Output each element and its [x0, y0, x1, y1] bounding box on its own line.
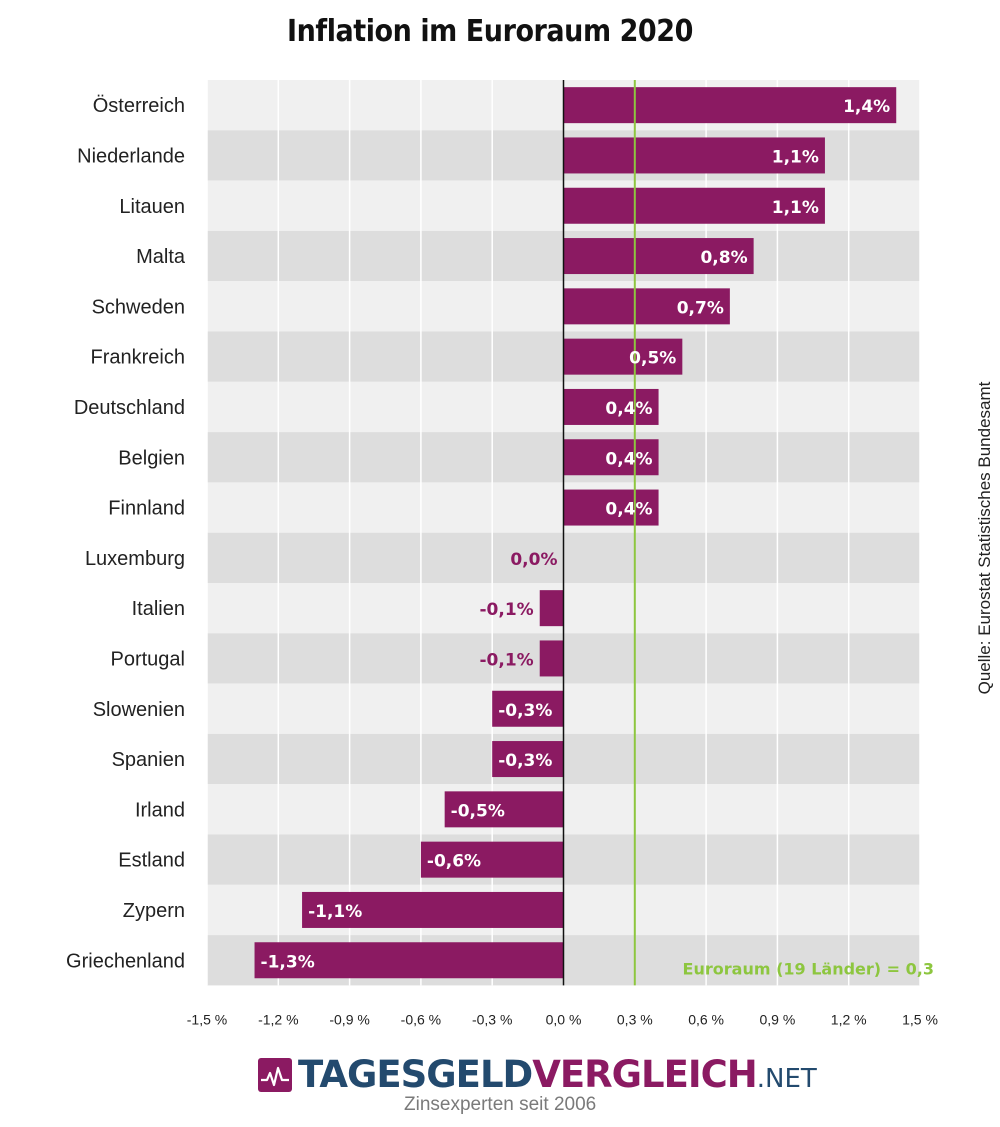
value-label: 0,0% [510, 550, 557, 570]
value-label: 0,4% [605, 500, 652, 520]
value-label: 1,4% [843, 97, 890, 117]
chart-pulse-icon [258, 1058, 292, 1092]
x-tick-label: -1,5 % [187, 1011, 227, 1027]
x-tick-label: -0,3 % [472, 1011, 512, 1027]
x-axis-ticks: -1,5 % -1,2 % -0,9 % -0,6 % -0,3 % 0,0 % 0,3 %… [187, 1011, 938, 1027]
category-label: Schweden [92, 296, 185, 318]
x-tick-label: -0,6 % [401, 1011, 441, 1027]
category-label: Luxemburg [85, 548, 185, 570]
logo-tagline: Zinsexperten seit 2006 [404, 1094, 597, 1115]
x-tick-label: 0,0 % [546, 1011, 582, 1027]
x-tick-label: 0,9 % [759, 1011, 795, 1027]
bar [539, 590, 564, 627]
category-label: Irland [135, 799, 185, 821]
bars [254, 87, 897, 979]
category-label: Österreich [93, 95, 185, 117]
logo-tld: .NET [756, 1064, 817, 1094]
source-note: Quelle: Eurostat Statistisches Bundesamt [975, 381, 994, 695]
value-label: 1,1% [772, 198, 819, 218]
category-label: Portugal [111, 648, 186, 670]
bar [563, 238, 754, 275]
bar [563, 338, 683, 375]
bar [563, 87, 897, 124]
category-labels: Österreich Niederlande Litauen Malta Schwede… [66, 95, 186, 972]
value-label: 0,8% [700, 248, 747, 268]
bar-chart: Euroraum (19 Länder) = 0,3 1,4% 1,1% 1,1% 0… [66, 80, 938, 1027]
value-label: 1,1% [772, 147, 819, 167]
category-label: Slowenien [93, 699, 185, 721]
logo-part-1: TAGESGELD [298, 1053, 533, 1096]
bar [492, 741, 564, 778]
category-label: Deutschland [74, 397, 185, 419]
bar [444, 791, 564, 828]
grid-lines [206, 80, 921, 986]
bar [539, 640, 564, 677]
reference-line-group: Euroraum (19 Länder) = 0,3 [633, 80, 934, 986]
value-labels: 1,4% 1,1% 1,1% 0,8% 0,7% 0,5% 0,4% 0,4% 0,4% 0,0%… [261, 97, 891, 972]
value-label: -0,1% [480, 650, 534, 670]
bar [563, 388, 659, 425]
category-label: Spanien [112, 749, 185, 771]
bar [420, 841, 564, 878]
value-label: -0,3% [498, 701, 552, 721]
category-label: Griechenland [66, 950, 185, 972]
value-label: 0,4% [605, 449, 652, 469]
x-tick-label: 0,6 % [688, 1011, 724, 1027]
x-tick-label: 1,5 % [902, 1011, 938, 1027]
bar [563, 187, 825, 224]
category-label: Italien [132, 598, 185, 620]
bar [563, 288, 730, 325]
value-label: 0,5% [629, 349, 676, 369]
reference-line-label: Euroraum (19 Länder) = 0,3 [683, 959, 934, 978]
chart-title: Inflation im Euroraum 2020 [287, 14, 693, 49]
logo-part-2: VERGLEICH [532, 1053, 758, 1096]
category-label: Finnland [108, 498, 185, 520]
x-tick-label: 1,2 % [831, 1011, 867, 1027]
brand-logo[interactable]: TAGESGELDVERGLEICH.NET Zinsexperten seit… [258, 1050, 817, 1120]
category-label: Frankreich [91, 347, 185, 369]
bar [492, 690, 564, 727]
category-label: Litauen [119, 196, 185, 218]
bar [563, 137, 825, 174]
logo-wordmark: TAGESGELDVERGLEICH.NET [298, 1050, 817, 1104]
category-label: Zypern [123, 900, 185, 922]
category-label: Belgien [118, 447, 185, 469]
value-label: -0,6% [427, 852, 481, 872]
category-label: Estland [118, 850, 185, 872]
category-label: Niederlande [77, 145, 185, 167]
value-label: -1,3% [261, 952, 315, 972]
value-label: -0,1% [480, 600, 534, 620]
bar [302, 891, 564, 928]
bar [254, 942, 564, 979]
value-label: -0,3% [498, 751, 552, 771]
category-label: Malta [136, 246, 186, 268]
bar [563, 439, 659, 476]
bar [563, 489, 659, 526]
x-tick-label: 0,3 % [617, 1011, 653, 1027]
x-tick-label: -0,9 % [329, 1011, 369, 1027]
value-label: 0,7% [677, 298, 724, 318]
value-label: -1,1% [308, 902, 362, 922]
value-label: -0,5% [451, 801, 505, 821]
value-label: 0,4% [605, 399, 652, 419]
x-tick-label: -1,2 % [258, 1011, 298, 1027]
